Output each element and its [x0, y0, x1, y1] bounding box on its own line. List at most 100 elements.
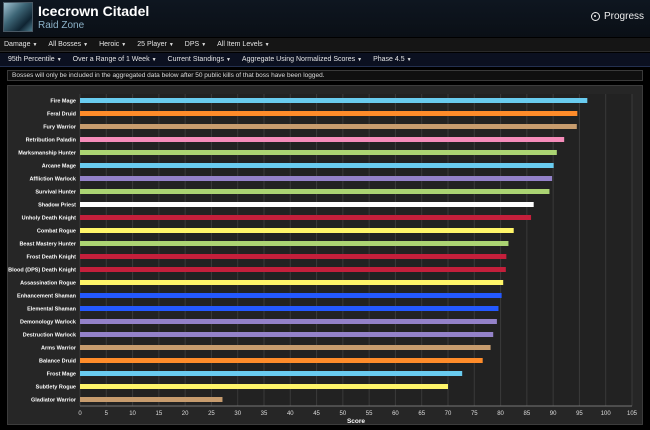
range-dropdown[interactable]: Over a Range of 1 Week ▼: [72, 56, 157, 63]
phase-dropdown[interactable]: Phase 4.5 ▼: [373, 56, 412, 63]
bar: [80, 137, 565, 142]
x-tick-label: 95: [576, 411, 583, 417]
category-label: Arcane Mage: [42, 164, 76, 170]
bar: [80, 176, 553, 181]
caret-down-icon: ▼: [264, 42, 270, 48]
x-tick-label: 85: [524, 411, 531, 417]
score-chart-svg: 0 5 10 15 20 25 30 35 40 45 50 55 60 65 70 75 80 85 90 95 10…: [8, 94, 638, 425]
bar: [80, 215, 532, 220]
bar: [80, 280, 504, 285]
boss-dropdown[interactable]: All Bosses ▼: [48, 41, 89, 48]
category-label: Combat Rogue: [37, 229, 76, 235]
caret-down-icon: ▼: [56, 57, 62, 63]
progress-link[interactable]: Progress: [590, 11, 644, 22]
difficulty-dropdown[interactable]: Heroic ▼: [99, 41, 127, 48]
bar: [80, 358, 483, 363]
x-tick-label: 105: [627, 411, 638, 417]
percentile-dropdown[interactable]: 95th Percentile ▼: [8, 56, 62, 63]
category-label: Destruction Warlock: [23, 333, 77, 339]
category-label: Unholy Death Knight: [22, 216, 77, 222]
x-tick-label: 20: [182, 411, 189, 417]
bar: [80, 397, 223, 402]
zone-logo: [3, 2, 33, 32]
caret-down-icon: ▼: [32, 42, 38, 48]
bar: [80, 319, 497, 324]
bar: [80, 384, 448, 389]
notice-banner: Bosses will only be included in the aggr…: [7, 70, 643, 81]
x-tick-label: 30: [234, 411, 241, 417]
bar: [80, 111, 578, 116]
category-label: Demonology Warlock: [20, 320, 77, 326]
x-tick-label: 60: [392, 411, 399, 417]
bar: [80, 267, 506, 272]
category-label: Affliction Warlock: [29, 177, 76, 183]
bar: [80, 241, 509, 246]
caret-down-icon: ▼: [201, 42, 207, 48]
category-label: Fury Warrior: [43, 125, 77, 131]
x-tick-label: 15: [156, 411, 163, 417]
x-tick-label: 35: [261, 411, 268, 417]
category-label: Enhancement Shaman: [17, 294, 77, 300]
standings-dropdown[interactable]: Current Standings ▼: [167, 56, 231, 63]
size-dropdown[interactable]: 25 Player ▼: [137, 41, 174, 48]
bar: [80, 150, 557, 155]
x-tick-label: 65: [418, 411, 425, 417]
x-tick-label: 25: [208, 411, 215, 417]
bar: [80, 293, 502, 298]
progress-label: Progress: [603, 11, 644, 22]
bar: [80, 124, 577, 129]
bar: [80, 371, 463, 376]
caret-down-icon: ▼: [151, 57, 157, 63]
category-label: Marksmanship Hunter: [18, 151, 77, 157]
category-label: Frost Mage: [47, 372, 76, 378]
item-level-dropdown[interactable]: All Item Levels ▼: [217, 41, 270, 48]
caret-down-icon: ▼: [168, 42, 174, 48]
x-tick-label: 45: [313, 411, 320, 417]
category-label: Elemental Shaman: [27, 307, 77, 313]
category-label: Feral Druid: [47, 112, 76, 118]
category-label: Blood (DPS) Death Knight: [8, 268, 76, 274]
x-tick-label: 70: [445, 411, 452, 417]
filter-bar-primary: Damage ▼ All Bosses ▼ Heroic ▼ 25 Player ▼ D…: [0, 38, 650, 52]
bar: [80, 202, 534, 207]
page-title: Icecrown Citadel: [38, 3, 150, 19]
category-label: Arms Warrior: [41, 346, 77, 352]
x-tick-label: 40: [287, 411, 294, 417]
category-label: Frost Death Knight: [27, 255, 77, 261]
role-dropdown[interactable]: DPS ▼: [184, 41, 207, 48]
x-tick-label: 55: [366, 411, 373, 417]
category-label: Assassination Rogue: [20, 281, 76, 287]
x-tick-label: 75: [471, 411, 478, 417]
aggregate-dropdown[interactable]: Aggregate Using Normalized Scores ▼: [241, 56, 363, 63]
metric-dropdown[interactable]: Damage ▼: [4, 41, 38, 48]
category-label: Survival Hunter: [35, 190, 77, 196]
caret-down-icon: ▼: [406, 57, 412, 63]
bar: [80, 163, 554, 168]
filter-bar-secondary: 95th Percentile ▼ Over a Range of 1 Week ▼…: [0, 53, 650, 67]
x-tick-label: 80: [497, 411, 504, 417]
plot-area: [80, 94, 632, 406]
bar: [80, 189, 550, 194]
caret-down-icon: ▼: [225, 57, 231, 63]
category-label: Retribution Paladin: [26, 138, 77, 144]
bar: [80, 98, 588, 103]
progress-icon: [590, 12, 600, 21]
x-tick-label: 50: [340, 411, 347, 417]
category-label: Subtlety Rogue: [36, 385, 76, 391]
category-label: Shadow Priest: [38, 203, 76, 209]
x-tick-label: 100: [601, 411, 612, 417]
bar: [80, 254, 507, 259]
caret-down-icon: ▼: [83, 42, 89, 48]
bar: [80, 306, 499, 311]
x-tick-label: 5: [105, 411, 109, 417]
bar: [80, 228, 514, 233]
category-label: Gladiator Warrior: [31, 398, 77, 404]
page-header: Icecrown Citadel Raid Zone Progress: [0, 0, 650, 37]
category-label: Beast Mastery Hunter: [19, 242, 76, 248]
caret-down-icon: ▼: [357, 57, 363, 63]
category-label: Fire Mage: [50, 99, 76, 105]
bar: [80, 332, 494, 337]
x-axis-title: Score: [347, 418, 365, 425]
caret-down-icon: ▼: [121, 42, 127, 48]
bar: [80, 345, 491, 350]
